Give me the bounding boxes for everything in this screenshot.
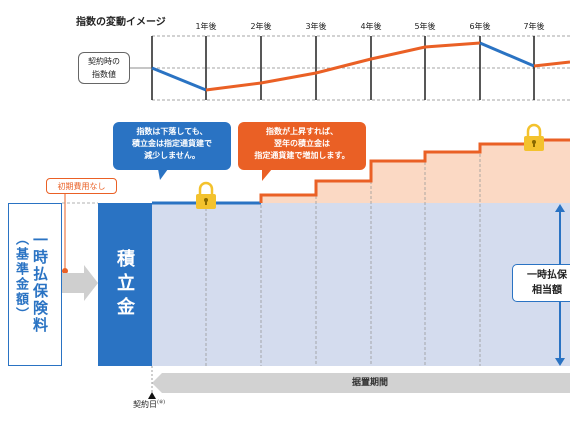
year-label: 5年後 [414,22,436,31]
deferral-bar [152,373,570,393]
lump-sum-premium-box [8,203,62,366]
index-down-bubble: 指数は下落しても、 積立金は指定通貨建で 減少しません。 [113,122,231,170]
accumulation-block [98,203,152,366]
deferral-period-label: 据置期間 [351,378,388,388]
lock-icon [524,123,544,151]
year-label: 4年後 [360,22,382,31]
base-amount-label: （基準金額） [13,232,28,322]
index-up-bubble: 指数が上昇すれば、 翌年の積立金は 指定通貨建で増加します。 [238,122,366,170]
year-label: 6年後 [469,22,491,31]
increase-area [261,140,570,203]
lock-icon [196,181,216,209]
accumulation-label: 積立金 [114,249,135,321]
year-label: 7年後 [523,22,545,31]
no-initial-fee-tag: 初期費用なし [46,178,117,194]
year-label: 1年後 [195,22,217,31]
lump-sum-equivalent-label: 一時払保 相当額 [512,264,570,302]
base-fund-area [152,203,570,366]
index-chart [130,35,570,101]
initial-index-label: 契約時の 指数値 [78,52,130,84]
year-label: 3年後 [305,22,327,31]
year-label: 2年後 [250,22,272,31]
chart-caption: 指数の変動イメージ [76,17,166,28]
contract-date-label: 契約日(※) [133,399,166,409]
lump-sum-premium-label: 一時払保険料 [31,232,49,334]
